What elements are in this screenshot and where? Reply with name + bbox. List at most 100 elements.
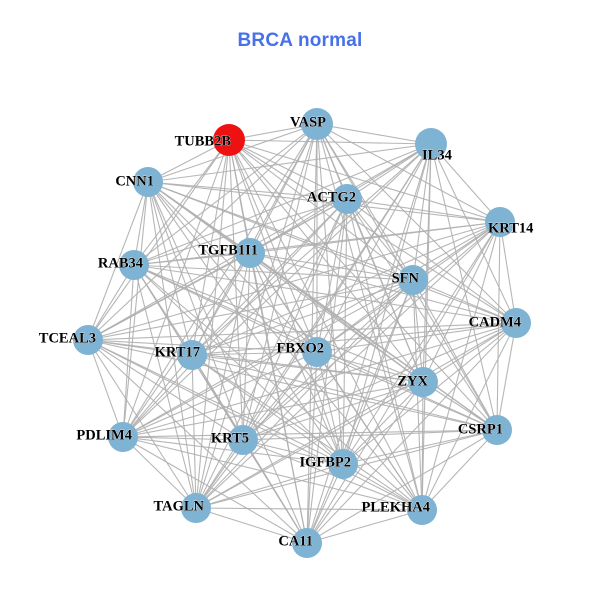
network-node[interactable]: KRT14 xyxy=(485,207,534,237)
network-edge xyxy=(316,351,423,511)
network-edge xyxy=(346,198,501,223)
network-edge xyxy=(228,139,423,511)
network-edge xyxy=(306,509,423,544)
network-edge xyxy=(195,252,251,509)
node-circle-cnn1[interactable] xyxy=(133,167,163,197)
node-circle-igfbp2[interactable] xyxy=(328,449,358,479)
network-edge xyxy=(342,221,501,465)
network-edge xyxy=(147,181,318,353)
network-node[interactable]: ACTG2 xyxy=(307,184,362,214)
node-circle-ca11[interactable] xyxy=(292,528,322,558)
network-node[interactable]: TGFB1I1 xyxy=(198,238,265,268)
node-label-rab34: RAB34 xyxy=(98,255,143,271)
network-edge xyxy=(228,139,318,353)
node-label-ca11: CA11 xyxy=(278,533,313,549)
node-circle-zyx[interactable] xyxy=(408,367,438,397)
page-title: BRCA normal xyxy=(237,30,363,51)
network-edge xyxy=(342,463,423,511)
network-node[interactable]: KRT17 xyxy=(154,340,207,370)
network-edge xyxy=(87,322,517,341)
network-edge xyxy=(122,221,501,438)
network-edge xyxy=(242,351,318,441)
node-circle-cadm4[interactable] xyxy=(501,308,531,338)
network-edge xyxy=(496,322,517,431)
node-label-krt5: KRT5 xyxy=(211,430,249,446)
network-edge xyxy=(147,181,501,223)
network-edge xyxy=(87,279,414,341)
node-circle-csrp1[interactable] xyxy=(482,415,512,445)
network-node[interactable]: CA11 xyxy=(278,528,322,558)
network-edge xyxy=(306,351,318,544)
network-edge xyxy=(133,143,432,266)
network-edge xyxy=(242,381,424,441)
network-node[interactable]: KRT5 xyxy=(211,425,258,455)
node-circle-vasp[interactable] xyxy=(301,108,333,140)
network-node[interactable]: ZYX xyxy=(397,367,438,397)
network-edge xyxy=(228,139,501,223)
network-edge xyxy=(412,279,424,383)
network-edge xyxy=(191,354,344,465)
network-node[interactable]: TAGLN xyxy=(153,493,212,523)
network-edge xyxy=(430,143,498,431)
node-circle-plekha4[interactable] xyxy=(407,495,437,525)
network-edge xyxy=(133,123,318,266)
network-node[interactable]: CSRP1 xyxy=(458,415,512,445)
network-node[interactable]: TUBB2B xyxy=(174,124,245,156)
network-node[interactable]: PLEKHA4 xyxy=(361,495,437,525)
node-circle-krt17[interactable] xyxy=(177,340,207,370)
node-label-krt17: KRT17 xyxy=(155,344,200,360)
network-node[interactable]: IL34 xyxy=(415,128,452,164)
network-edge xyxy=(342,429,498,465)
node-layer[interactable]: VASP TUBB2B IL34 CNN1 ACTG2 KRT14 TGFB1I1 SFN RA… xyxy=(38,108,534,558)
network-edge xyxy=(122,436,197,509)
network-edge xyxy=(122,436,244,441)
network-edge xyxy=(346,143,432,200)
network-edge xyxy=(87,181,149,341)
node-circle-krt5[interactable] xyxy=(228,425,258,455)
network-node[interactable]: IGFBP2 xyxy=(299,449,358,479)
network-node[interactable]: CADM4 xyxy=(468,308,531,338)
node-circle-tagln[interactable] xyxy=(181,493,211,523)
network-edge xyxy=(342,381,424,465)
network-edge xyxy=(133,264,517,324)
node-circle-krt14[interactable] xyxy=(485,207,515,237)
node-label-tagln: TAGLN xyxy=(154,498,205,514)
network-edge xyxy=(191,351,318,356)
node-circle-tceal3[interactable] xyxy=(73,325,103,355)
network-node[interactable]: CNN1 xyxy=(115,167,163,197)
node-circle-tubb2b[interactable] xyxy=(213,124,245,156)
network-edge xyxy=(228,139,348,200)
network-edge xyxy=(195,351,318,509)
network-edge xyxy=(306,429,498,544)
node-circle-pdlim4[interactable] xyxy=(108,422,138,452)
network-edge xyxy=(191,279,414,356)
node-label-igfbp2: IGFBP2 xyxy=(299,454,351,470)
network-node[interactable]: SFN xyxy=(391,265,428,295)
node-label-tubb2b: TUBB2B xyxy=(175,133,232,149)
network-node[interactable]: VASP xyxy=(290,108,333,140)
network-edge xyxy=(191,143,432,356)
network-node[interactable]: FBXO2 xyxy=(276,337,332,367)
network-edge xyxy=(87,123,318,341)
node-circle-rab34[interactable] xyxy=(119,250,149,280)
network-edge xyxy=(316,351,424,383)
node-circle-fbxo2[interactable] xyxy=(302,337,332,367)
network-edge xyxy=(87,252,251,341)
network-edge xyxy=(122,354,193,438)
network-edge xyxy=(430,143,501,223)
node-circle-sfn[interactable] xyxy=(398,265,428,295)
node-circle-il34[interactable] xyxy=(415,128,447,160)
network-edge xyxy=(242,252,251,441)
node-circle-tgfb1i1[interactable] xyxy=(235,238,265,268)
network-node[interactable]: RAB34 xyxy=(98,250,149,280)
network-node[interactable]: PDLIM4 xyxy=(76,422,138,452)
node-circle-actg2[interactable] xyxy=(332,184,362,214)
network-edge xyxy=(133,139,230,266)
network-edge xyxy=(346,198,424,383)
network-edge xyxy=(421,322,517,511)
network-edge xyxy=(242,439,308,544)
network-edge xyxy=(228,139,344,465)
network-node[interactable]: TCEAL3 xyxy=(38,325,103,355)
node-label-cadm4: CADM4 xyxy=(469,314,521,330)
